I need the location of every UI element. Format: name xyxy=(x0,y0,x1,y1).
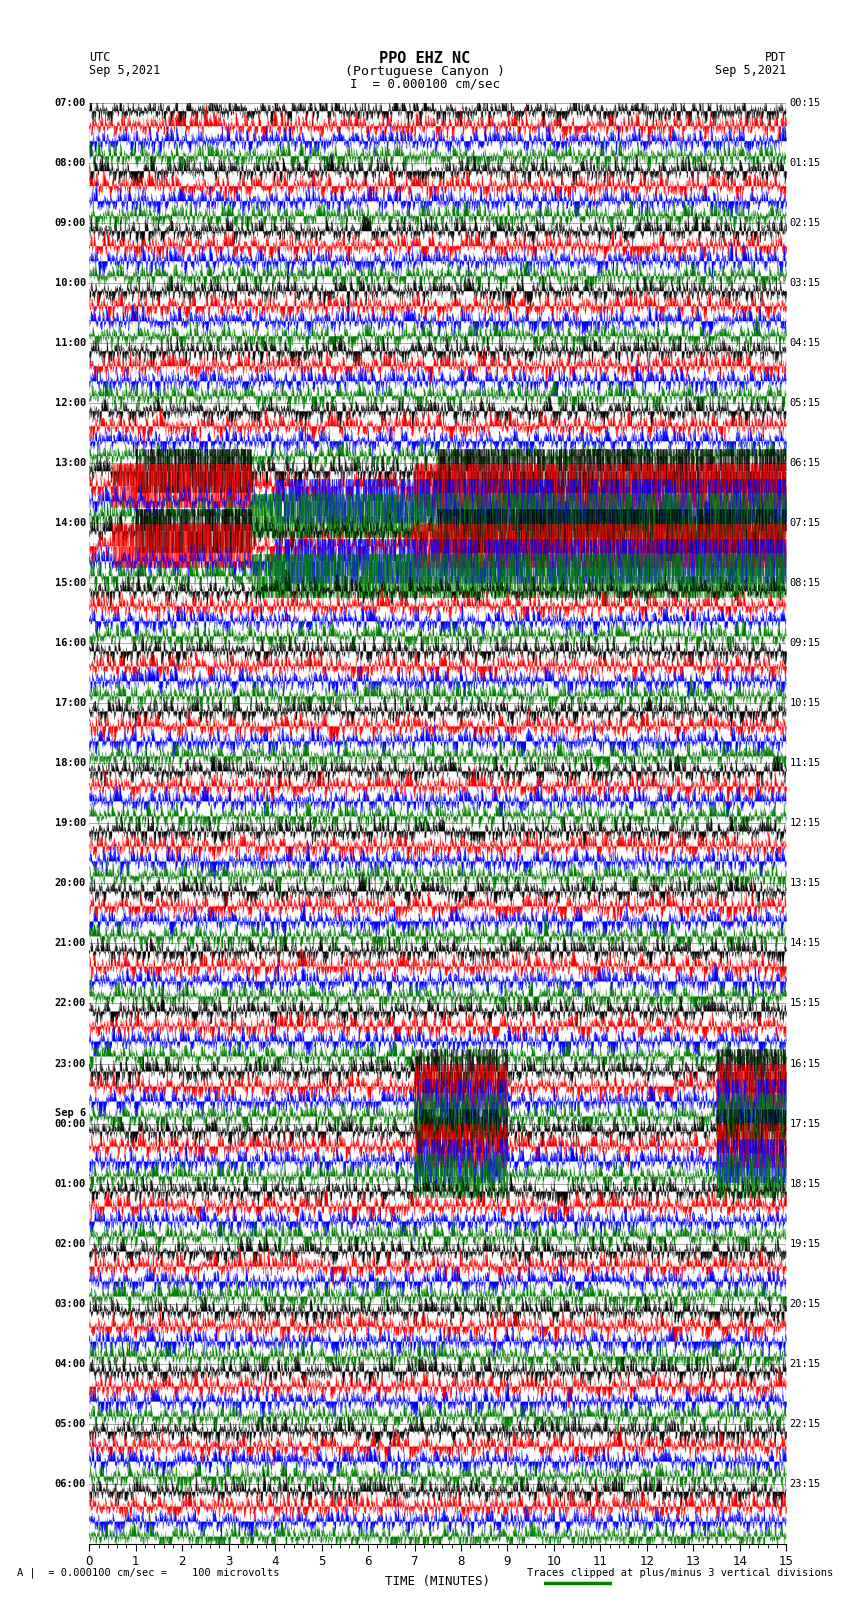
Text: PPO EHZ NC: PPO EHZ NC xyxy=(379,50,471,66)
Text: 22:15: 22:15 xyxy=(790,1418,821,1429)
Text: 19:00: 19:00 xyxy=(54,818,86,829)
Text: 03:15: 03:15 xyxy=(790,279,821,289)
Text: 21:00: 21:00 xyxy=(54,939,86,948)
Text: 14:15: 14:15 xyxy=(790,939,821,948)
Text: 18:00: 18:00 xyxy=(54,758,86,768)
Text: 07:15: 07:15 xyxy=(790,518,821,529)
Text: 04:15: 04:15 xyxy=(790,339,821,348)
Text: 06:00: 06:00 xyxy=(54,1479,86,1489)
Text: 10:00: 10:00 xyxy=(54,279,86,289)
Text: 08:00: 08:00 xyxy=(54,158,86,168)
Text: 02:15: 02:15 xyxy=(790,218,821,229)
Text: Traces clipped at plus/minus 3 vertical divisions: Traces clipped at plus/minus 3 vertical … xyxy=(527,1568,833,1578)
Text: 17:15: 17:15 xyxy=(790,1118,821,1129)
Text: 02:00: 02:00 xyxy=(54,1239,86,1248)
Text: 23:00: 23:00 xyxy=(54,1058,86,1068)
Text: 11:15: 11:15 xyxy=(790,758,821,768)
Text: 01:15: 01:15 xyxy=(790,158,821,168)
Text: PDT: PDT xyxy=(765,50,786,65)
Text: 13:15: 13:15 xyxy=(790,879,821,889)
Text: UTC: UTC xyxy=(89,50,110,65)
Text: Sep 5,2021: Sep 5,2021 xyxy=(89,65,161,77)
Text: 00:00: 00:00 xyxy=(54,1118,86,1129)
Text: 11:00: 11:00 xyxy=(54,339,86,348)
Text: 22:00: 22:00 xyxy=(54,998,86,1008)
Text: 01:00: 01:00 xyxy=(54,1179,86,1189)
Text: 17:00: 17:00 xyxy=(54,698,86,708)
Text: 21:15: 21:15 xyxy=(790,1358,821,1368)
Text: I  = 0.000100 cm/sec: I = 0.000100 cm/sec xyxy=(350,77,500,90)
Text: 07:00: 07:00 xyxy=(54,98,86,108)
Text: 15:00: 15:00 xyxy=(54,579,86,589)
Text: 09:15: 09:15 xyxy=(790,639,821,648)
Text: 14:00: 14:00 xyxy=(54,518,86,529)
Text: 20:15: 20:15 xyxy=(790,1298,821,1308)
Text: 16:15: 16:15 xyxy=(790,1058,821,1068)
Text: 19:15: 19:15 xyxy=(790,1239,821,1248)
Text: 20:00: 20:00 xyxy=(54,879,86,889)
Text: 08:15: 08:15 xyxy=(790,579,821,589)
Text: 18:15: 18:15 xyxy=(790,1179,821,1189)
Text: 12:15: 12:15 xyxy=(790,818,821,829)
Text: 04:00: 04:00 xyxy=(54,1358,86,1368)
Text: 16:00: 16:00 xyxy=(54,639,86,648)
Text: A |  = 0.000100 cm/sec =    100 microvolts: A | = 0.000100 cm/sec = 100 microvolts xyxy=(17,1566,280,1578)
Text: 06:15: 06:15 xyxy=(790,458,821,468)
X-axis label: TIME (MINUTES): TIME (MINUTES) xyxy=(385,1574,490,1587)
Text: 12:00: 12:00 xyxy=(54,398,86,408)
Text: Sep 6: Sep 6 xyxy=(54,1108,86,1118)
Text: 00:15: 00:15 xyxy=(790,98,821,108)
Text: (Portuguese Canyon ): (Portuguese Canyon ) xyxy=(345,65,505,77)
Text: 23:15: 23:15 xyxy=(790,1479,821,1489)
Text: 05:00: 05:00 xyxy=(54,1418,86,1429)
Text: Sep 5,2021: Sep 5,2021 xyxy=(715,65,786,77)
Text: 05:15: 05:15 xyxy=(790,398,821,408)
Text: 15:15: 15:15 xyxy=(790,998,821,1008)
Text: 09:00: 09:00 xyxy=(54,218,86,229)
Text: 03:00: 03:00 xyxy=(54,1298,86,1308)
Text: 13:00: 13:00 xyxy=(54,458,86,468)
Text: 10:15: 10:15 xyxy=(790,698,821,708)
